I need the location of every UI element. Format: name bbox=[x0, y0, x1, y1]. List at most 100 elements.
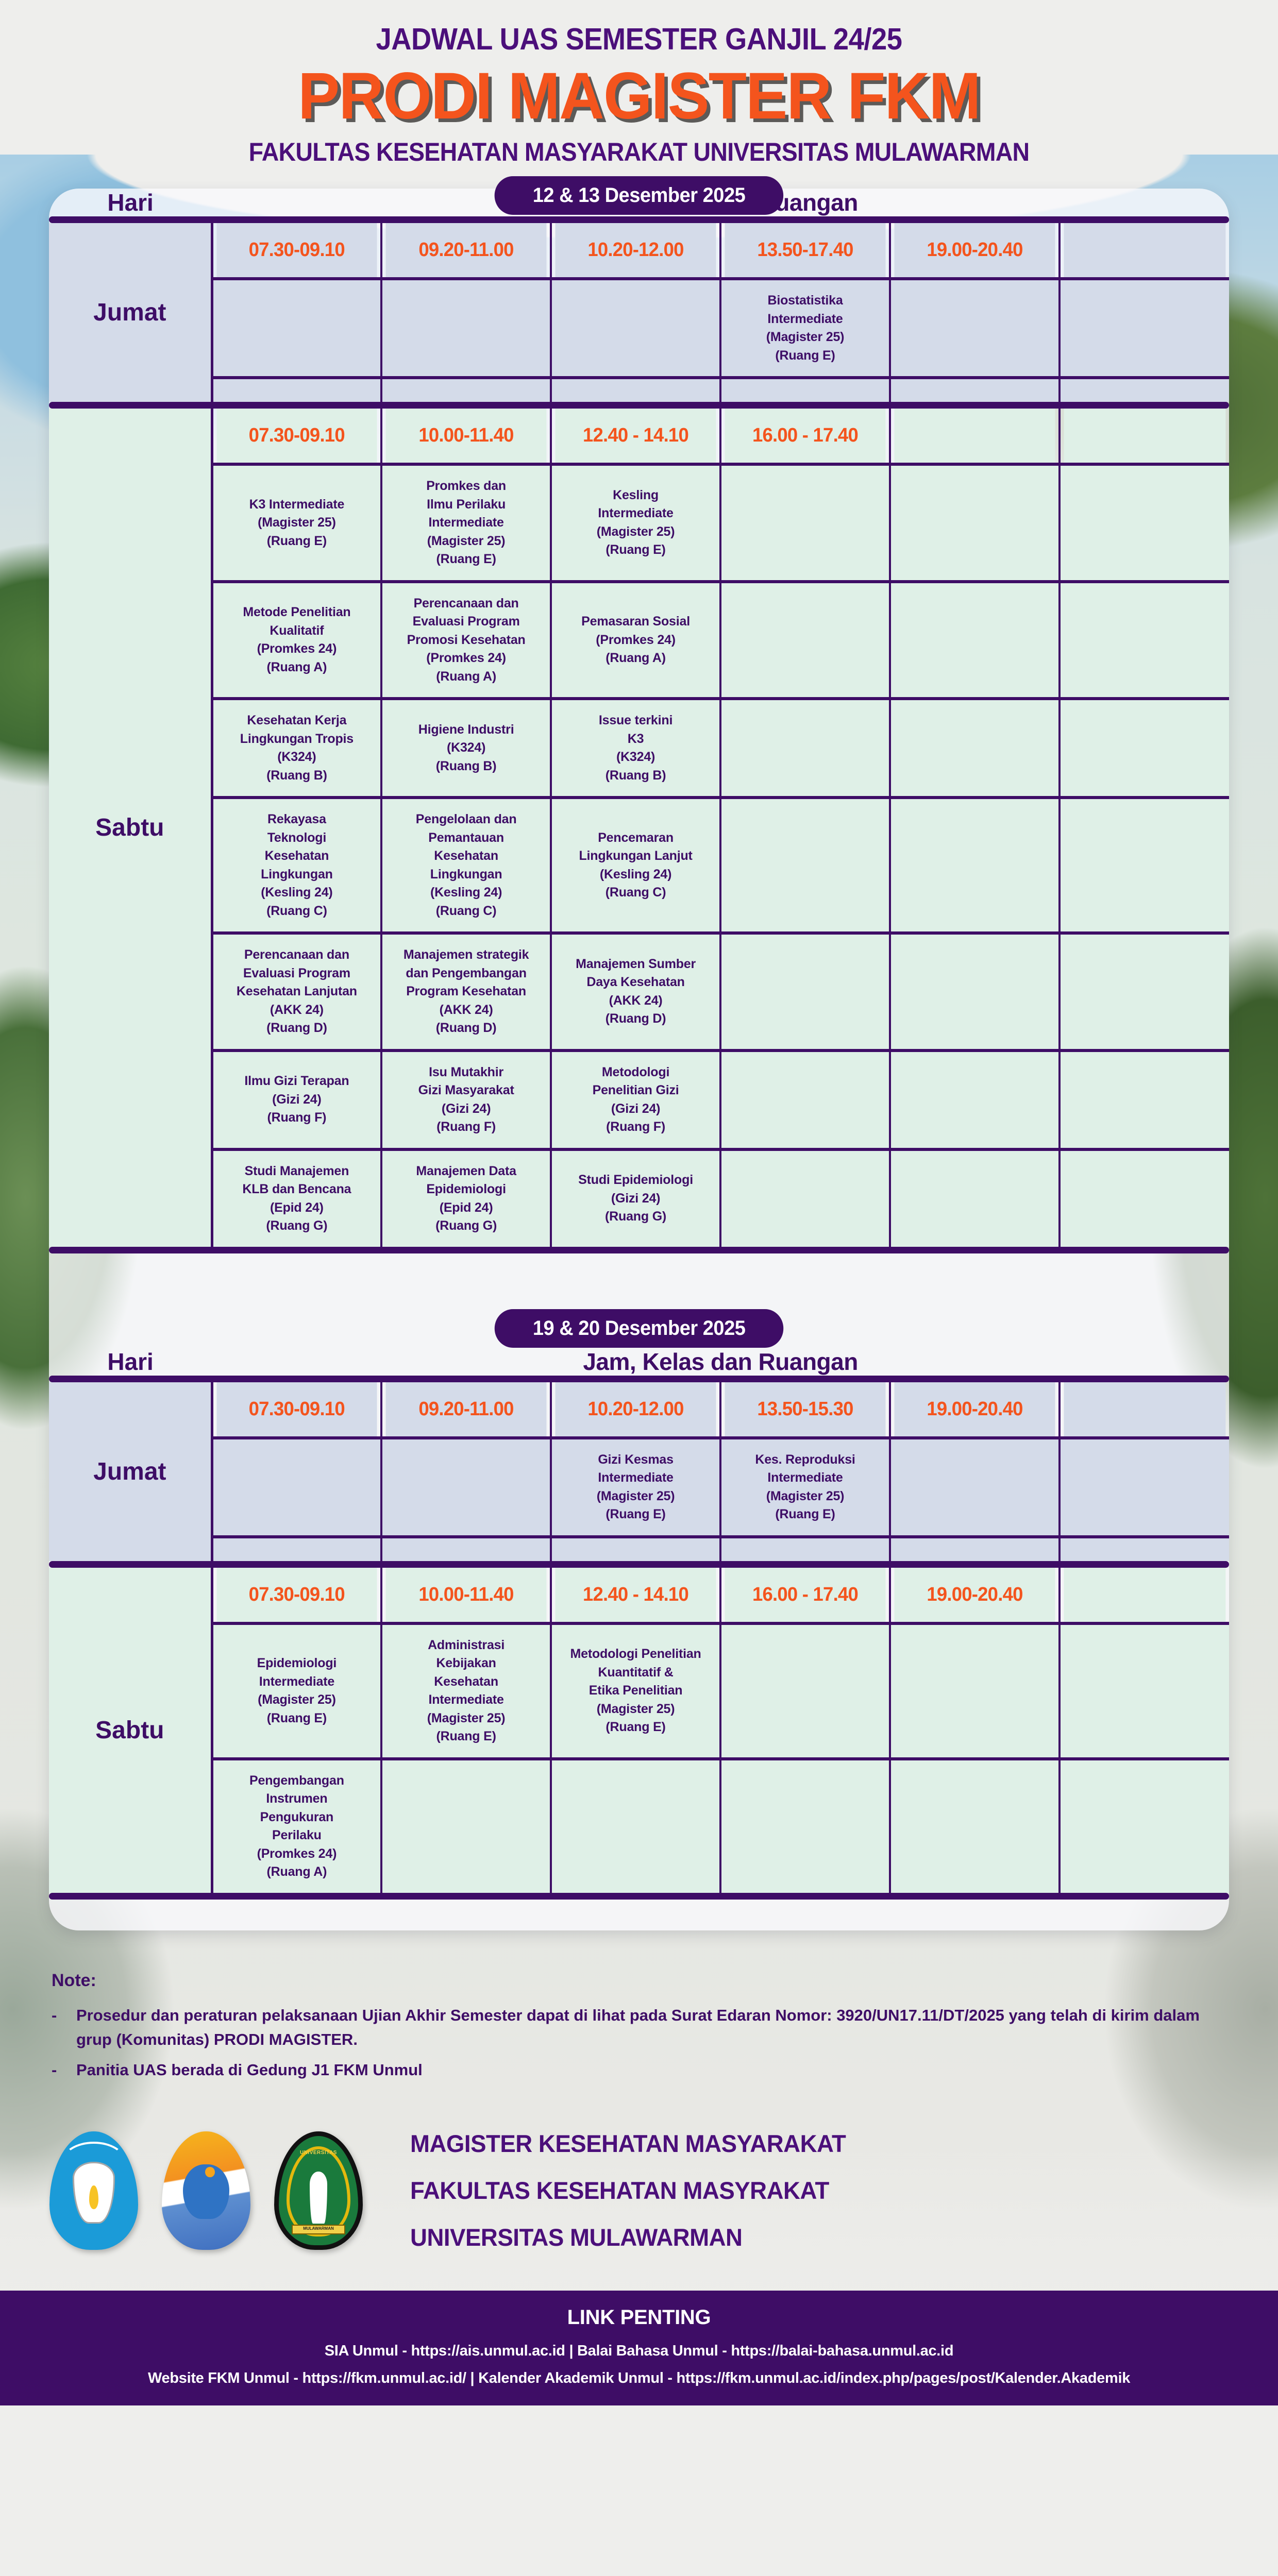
schedule-row: K3 Intermediate (Magister 25) (Ruang E) Pro… bbox=[49, 463, 1229, 582]
table-divider bbox=[49, 1246, 1229, 1253]
schedule-cell bbox=[1059, 1535, 1229, 1561]
institution-line-1: MAGISTER KESEHATAN MASYARAKAT bbox=[410, 2130, 846, 2158]
schedule-cell bbox=[1059, 1436, 1229, 1537]
universitas-mulawarman-logo-icon: UNIVERSITAS MULAWARMAN bbox=[274, 2131, 363, 2250]
section-date-badge: 19 & 20 Desember 2025 bbox=[494, 1309, 784, 1348]
schedule-cell bbox=[1059, 1048, 1229, 1149]
schedule-cell bbox=[1059, 931, 1229, 1050]
day-label-jumat: Jumat bbox=[49, 1382, 213, 1561]
note-item-text: Prosedur dan peraturan pelaksanaan Ujian… bbox=[76, 2006, 1200, 2048]
time-slot-3: 10.20-12.00 bbox=[554, 223, 718, 279]
table-divider bbox=[49, 216, 1229, 224]
schedule-cell: Perencanaan dan Evaluasi Program Kesehatan… bbox=[212, 931, 383, 1050]
schedule-cell: K3 Intermediate (Magister 25) (Ruang E) bbox=[212, 463, 383, 582]
time-slot-row: Jumat 07.30-09.10 09.20-11.00 10.20-12.00 13… bbox=[49, 1382, 1229, 1561]
schedule-row: Metode Penelitian Kualitatif (Promkes 24)(… bbox=[49, 580, 1229, 699]
schedule-cell bbox=[889, 1048, 1061, 1149]
schedule-cell: Manajemen strategik dan Pengembangan Progr… bbox=[381, 931, 552, 1050]
schedule-cell bbox=[381, 1757, 552, 1893]
schedule-cell: Manajemen Data Epidemiologi (Epid 24) (Ruan… bbox=[381, 1147, 552, 1247]
footer-link-row-2[interactable]: Website FKM Unmul - https://fkm.unmul.ac… bbox=[147, 2370, 1131, 2387]
footer-link-row-1[interactable]: SIA Unmul - https://ais.unmul.ac.id | Ba… bbox=[324, 2343, 954, 2360]
schedule-cell bbox=[1059, 277, 1229, 378]
header-subtitle-top: JADWAL UAS SEMESTER GANJIL 24/25 bbox=[376, 22, 902, 56]
time-slot-3: 12.40 - 14.10 bbox=[554, 409, 718, 465]
schedule-cell: Promkes dan Ilmu Perilaku Intermediate (Mag… bbox=[381, 463, 552, 582]
schedule-cell bbox=[551, 1535, 722, 1561]
time-slot-6 bbox=[1063, 223, 1226, 279]
schedule-cell bbox=[889, 376, 1061, 402]
time-slot-row: Sabtu 07.30-09.10 10.00-11.40 12.40 - 14.10… bbox=[49, 409, 1229, 1247]
time-slot-row: Sabtu 07.30-09.10 10.00-11.40 12.40 - 14.10… bbox=[49, 1567, 1229, 1893]
schedule-cell: Pemasaran Sosial (Promkes 24) (Ruang A) bbox=[551, 580, 722, 699]
schedule-cell bbox=[720, 1048, 891, 1149]
day-label-sabtu: Sabtu bbox=[49, 409, 213, 1247]
schedule-cell: Higiene Industri (K324) (Ruang B) bbox=[381, 697, 552, 798]
schedule-cell bbox=[212, 1535, 383, 1561]
schedule-cell bbox=[1059, 1621, 1229, 1759]
schedule-cell bbox=[889, 277, 1061, 378]
schedule-cell bbox=[720, 1147, 891, 1247]
day-label-sabtu: Sabtu bbox=[49, 1567, 213, 1893]
schedule-cell: Issue terkini K3 (K324) (Ruang B) bbox=[551, 697, 722, 798]
time-slot-4: 13.50-15.30 bbox=[724, 1382, 888, 1438]
schedule-cell bbox=[889, 931, 1061, 1050]
section-date-badge: 12 & 13 Desember 2025 bbox=[494, 176, 784, 215]
time-slot-1: 07.30-09.10 bbox=[215, 409, 379, 465]
time-slot-1: 07.30-09.10 bbox=[215, 1382, 379, 1438]
schedule-cell: Isu Mutakhir Gizi Masyarakat (Gizi 24) (Rua… bbox=[381, 1048, 552, 1149]
institution-line-3: UNIVERSITAS MULAWARMAN bbox=[410, 2224, 743, 2251]
schedule-cell: Metodologi Penelitian Gizi (Gizi 24) (Ruang… bbox=[551, 1048, 722, 1149]
institution-line-2: FAKULTAS KESEHATAN MASYRAKAT bbox=[410, 2177, 829, 2205]
table-header-row: Hari Jam, Kelas dan Ruangan bbox=[49, 1348, 1229, 1376]
table-divider bbox=[49, 402, 1229, 409]
schedule-cell bbox=[889, 796, 1061, 934]
schedule-cell bbox=[1059, 1757, 1229, 1893]
time-slot-6 bbox=[1063, 1567, 1226, 1623]
schedule-cell: Manajemen Sumber Daya Kesehatan (AKK 24) (R… bbox=[551, 931, 722, 1050]
schedule-cell bbox=[720, 1621, 891, 1759]
schedule-row bbox=[49, 376, 1229, 402]
schedule-cell bbox=[720, 1757, 891, 1893]
schedule-cell bbox=[551, 277, 722, 378]
schedule-row: Studi Manajemen KLB dan Bencana (Epid 24)(… bbox=[49, 1147, 1229, 1247]
schedule-cell bbox=[1059, 796, 1229, 934]
note-block: Note: - Prosedur dan peraturan pelaksana… bbox=[52, 1971, 1226, 2082]
day-label-jumat: Jumat bbox=[49, 223, 213, 402]
schedule-cell bbox=[720, 931, 891, 1050]
footer-links-bar: LINK PENTING SIA Unmul - https://ais.unm… bbox=[0, 2291, 1278, 2406]
schedule-cell bbox=[212, 277, 383, 378]
schedule-row: Epidemiologi Intermediate (Magister 25) (Ru… bbox=[49, 1621, 1229, 1759]
table-divider bbox=[49, 1375, 1229, 1382]
header-main-title: PRODI MAGISTER FKM bbox=[298, 59, 981, 133]
time-slot-6 bbox=[1063, 409, 1226, 465]
schedule-cell bbox=[381, 376, 552, 402]
schedule-cell: Studi Epidemiologi (Gizi 24) (Ruang G) bbox=[551, 1147, 722, 1247]
time-slot-4: 16.00 - 17.40 bbox=[724, 1567, 888, 1623]
table-divider bbox=[49, 1892, 1229, 1900]
schedule-cell: Perencanaan dan Evaluasi Program Promosi K… bbox=[381, 580, 552, 699]
institution-name-block: MAGISTER KESEHATAN MASYARAKAT FAKULTAS K… bbox=[410, 2129, 860, 2251]
time-slot-2: 09.20-11.00 bbox=[384, 1382, 549, 1438]
time-slot-2: 09.20-11.00 bbox=[384, 223, 549, 279]
schedule-cell bbox=[1059, 1147, 1229, 1247]
schedule-cell bbox=[889, 1757, 1061, 1893]
time-slot-1: 07.30-09.10 bbox=[215, 1567, 379, 1623]
schedule-cell: Metode Penelitian Kualitatif (Promkes 24)(… bbox=[212, 580, 383, 699]
schedule-cell: Kesehatan Kerja Lingkungan Tropis (K324) (R… bbox=[212, 697, 383, 798]
schedule-cell bbox=[720, 796, 891, 934]
header-faculty-line: FAKULTAS KESEHATAN MASYARAKAT UNIVERSITA… bbox=[248, 138, 1030, 167]
schedule-cell: Kesling Intermediate (Magister 25) (Ruang E… bbox=[551, 463, 722, 582]
logo-row: UNIVERSITAS MULAWARMAN MAGISTER KESEHATA… bbox=[0, 2129, 1278, 2251]
schedule-cell: Pencemaran Lingkungan Lanjut (Kesling 24)(… bbox=[551, 796, 722, 934]
schedule-cell bbox=[1059, 376, 1229, 402]
diktisaintek-berdampak-logo-icon bbox=[162, 2131, 250, 2250]
logo-top-label: UNIVERSITAS bbox=[299, 2150, 337, 2156]
time-slot-5 bbox=[893, 409, 1057, 465]
table-divider bbox=[49, 1561, 1229, 1568]
schedule-section: 19 & 20 Desember 2025 Hari Jam, Kelas dan … bbox=[49, 1253, 1229, 1900]
note-bullet-dash: - bbox=[52, 2006, 57, 2024]
schedule-cell bbox=[720, 580, 891, 699]
schedule-row bbox=[49, 1535, 1229, 1561]
